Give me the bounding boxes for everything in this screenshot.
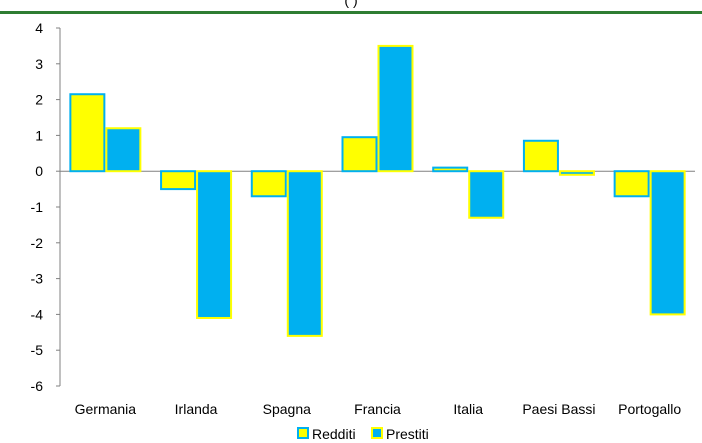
y-axis-ticks: 4 3 2 1 0 -1 -2 -3 -4 -5 -6 <box>31 20 60 394</box>
legend-swatch-redditi <box>298 428 308 438</box>
bar-prestiti-spagna <box>288 171 322 336</box>
bar-prestiti-paesi-bassi <box>560 171 594 175</box>
bar-prestiti-germania <box>106 128 140 171</box>
y-tick-label: -3 <box>31 271 44 287</box>
bar-prestiti-irlanda <box>197 171 231 318</box>
chart-legend: Redditi Prestiti <box>298 426 429 442</box>
bar-prestiti-italia <box>469 171 503 218</box>
bar-redditi-italia <box>433 168 467 172</box>
y-tick-label: 3 <box>35 56 43 72</box>
y-tick-label: 2 <box>35 92 43 108</box>
x-tick-label: Irlanda <box>175 401 218 417</box>
bar-prestiti-francia <box>379 46 413 171</box>
x-tick-label: Spagna <box>263 401 311 417</box>
y-tick-label: -5 <box>31 342 44 358</box>
x-axis-ticks: Germania Irlanda Spagna Francia Italia Paesi … <box>75 401 682 417</box>
y-tick-label: 1 <box>35 127 43 143</box>
chart-bars <box>70 46 684 336</box>
bar-redditi-paesi-bassi <box>524 141 558 171</box>
bar-redditi-germania <box>70 94 104 171</box>
y-tick-label: -1 <box>31 199 44 215</box>
x-tick-label: Francia <box>354 401 401 417</box>
legend-label-redditi: Redditi <box>312 426 356 442</box>
x-tick-label: Paesi Bassi <box>522 401 595 417</box>
bar-redditi-spagna <box>252 171 286 196</box>
x-tick-label: Germania <box>75 401 137 417</box>
y-tick-label: -6 <box>31 378 44 394</box>
legend-label-prestiti: Prestiti <box>386 426 429 442</box>
bar-redditi-irlanda <box>161 171 195 189</box>
y-tick-label: -2 <box>31 235 44 251</box>
legend-swatch-prestiti <box>372 428 382 438</box>
bar-redditi-portogallo <box>615 171 649 196</box>
y-tick-label: -4 <box>31 306 44 322</box>
bar-prestiti-portogallo <box>651 171 685 314</box>
bar-redditi-francia <box>343 137 377 171</box>
x-tick-label: Italia <box>453 401 483 417</box>
y-tick-label: 4 <box>35 20 43 36</box>
x-tick-label: Portogallo <box>618 401 681 417</box>
y-tick-label: 0 <box>35 163 43 179</box>
